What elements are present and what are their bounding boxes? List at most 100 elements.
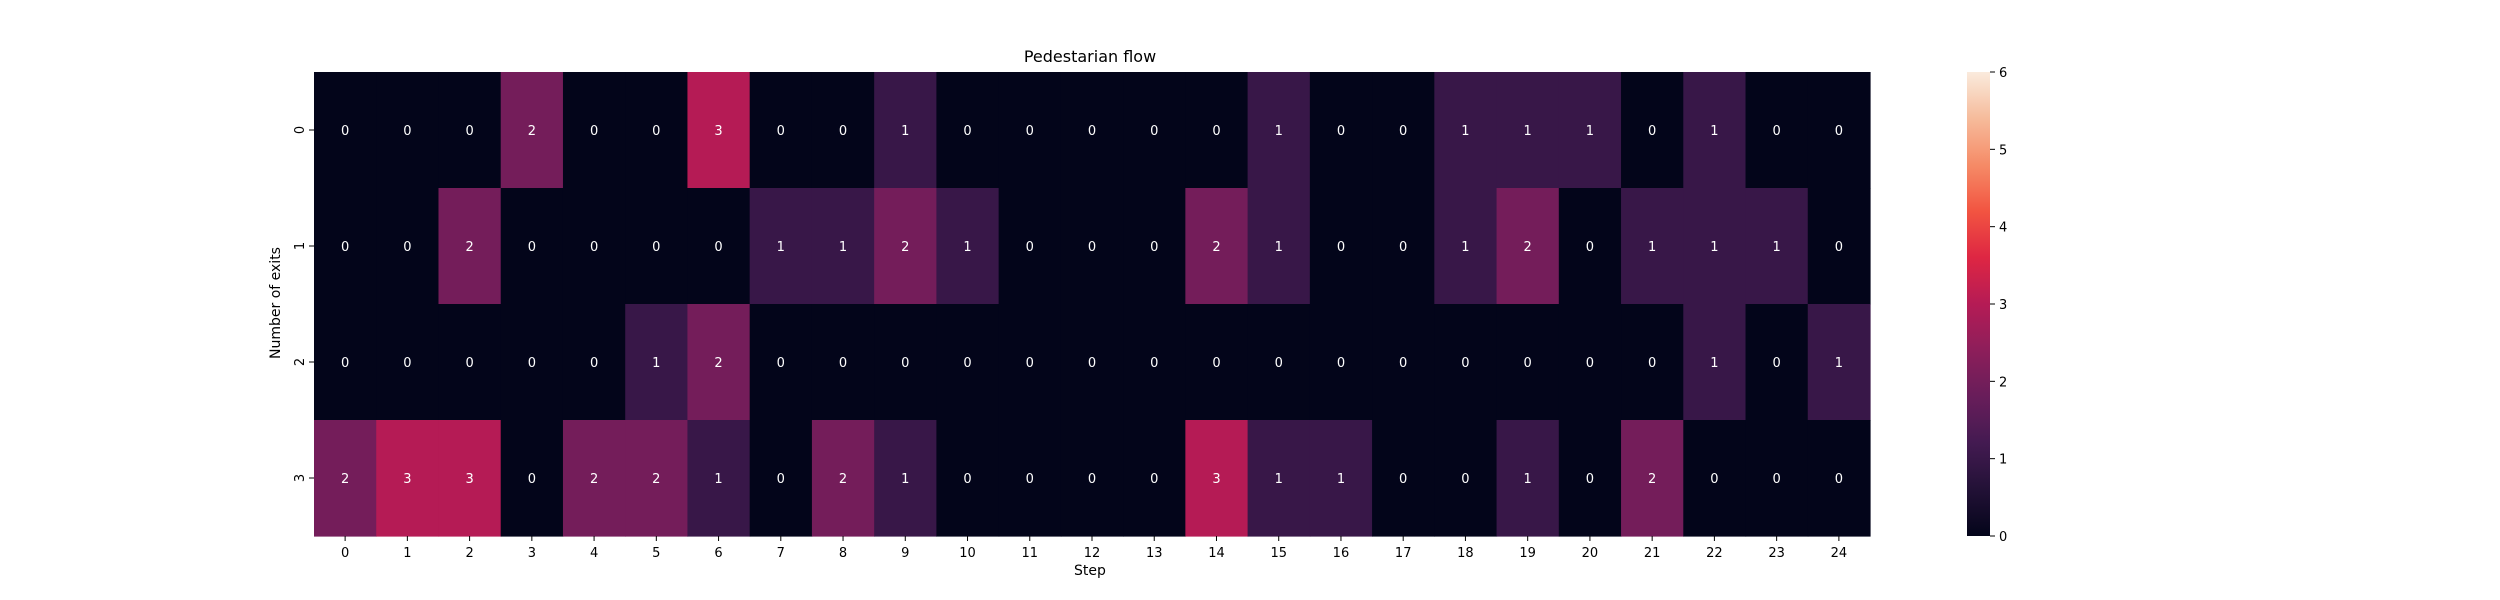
heatmap-cell [687,72,751,189]
heatmap-cell [1621,304,1684,421]
x-tick-label: 23 [1768,546,1785,561]
cell-value-label: 0 [1212,124,1220,139]
cell-value-label: 0 [1586,472,1594,487]
heatmap-cell [1683,188,1747,305]
cell-value-label: 2 [528,124,536,139]
colorbar-ticks: 0 1 2 3 4 5 6 [1990,66,2007,545]
cell-value-label: 0 [465,356,473,371]
heatmap-cell [1309,420,1373,537]
heatmap-cell [1745,304,1809,421]
heatmap-cell [625,420,689,537]
cell-value-label: 0 [1648,356,1656,371]
heatmap-cell [438,188,502,305]
heatmap-cell [1123,72,1186,189]
heatmap-cell [1496,304,1560,421]
heatmap-cell [562,420,626,537]
cell-value-label: 0 [1461,472,1469,487]
heatmap-cell [936,420,1000,537]
heatmap-cell [811,72,875,189]
heatmap-cell [1185,420,1249,537]
heatmap-cell [1434,188,1498,305]
cell-value-label: 1 [1710,356,1718,371]
cell-value-label: 0 [839,356,847,371]
heatmap-cell [314,420,377,537]
heatmap-cell [874,72,937,189]
heatmap-cell [1434,304,1498,421]
heatmap-cell [562,188,626,305]
x-tick-label: 24 [1831,546,1848,561]
heatmap-cell [936,72,1000,189]
heatmap-cell [1185,304,1249,421]
x-tick-label: 16 [1333,546,1350,561]
heatmap-cell [1807,420,1871,537]
cell-value-label: 1 [1461,124,1469,139]
cell-value-label: 0 [714,240,722,255]
heatmap-cells: 0 0 0 2 0 0 3 0 0 1 0 0 0 0 0 1 0 0 1 1 1 0 1 0 0 0 0 2 0 0 0 0 1 1 2 1 0 0 0 2… [314,72,1871,537]
y-tick-label: 3 [293,474,308,482]
heatmap-cell [1060,188,1124,305]
cell-value-label: 0 [1461,356,1469,371]
heatmap-cell [1807,188,1871,305]
heatmap-cell [438,304,502,421]
cell-value-label: 0 [652,240,660,255]
colorbar-tick-label: 5 [1999,143,2007,158]
cell-value-label: 2 [714,356,722,371]
cell-value-label: 1 [1275,124,1283,139]
cell-value-label: 0 [777,472,785,487]
y-axis-label: Number of exits [268,247,284,359]
x-tick-label: 2 [465,546,473,561]
heatmap-cell [1496,188,1560,305]
heatmap-cell [562,304,626,421]
y-tick-label: 0 [293,126,308,134]
heatmap-cell [376,188,440,305]
heatmap-cell [749,304,813,421]
cell-value-label: 0 [1150,472,1158,487]
cell-value-label: 0 [1710,472,1718,487]
heatmap-cell [1683,72,1747,189]
heatmap-cell [687,420,751,537]
cell-value-label: 2 [652,472,660,487]
cell-value-label: 1 [1586,124,1594,139]
heatmap-cell [1247,72,1311,189]
cell-value-label: 0 [1337,124,1345,139]
heatmap-cell [625,72,689,189]
cell-value-label: 0 [590,356,598,371]
x-tick-label: 5 [652,546,660,561]
x-tick-label: 6 [714,546,722,561]
x-tick-label: 8 [839,546,847,561]
cell-value-label: 0 [1088,356,1096,371]
heatmap-cell [874,304,937,421]
cell-value-label: 0 [341,356,349,371]
cell-value-label: 3 [714,124,722,139]
cell-value-label: 3 [465,472,473,487]
heatmap-cell [1060,420,1124,537]
heatmap-cell [1060,304,1124,421]
cell-value-label: 0 [1399,356,1407,371]
heatmap-cell [314,304,377,421]
cell-value-label: 0 [1524,356,1532,371]
cell-value-label: 0 [1275,356,1283,371]
cell-value-label: 0 [1399,240,1407,255]
cell-value-label: 2 [590,472,598,487]
cell-value-label: 0 [528,356,536,371]
heatmap-cell [1496,420,1560,537]
x-tick-label: 13 [1146,546,1163,561]
cell-value-label: 0 [1026,356,1034,371]
heatmap-cell [1372,304,1435,421]
cell-value-label: 0 [1772,356,1780,371]
x-tick-label: 1 [403,546,411,561]
x-tick-label: 22 [1706,546,1723,561]
heatmap-cell [1309,304,1373,421]
heatmap-cell [1434,72,1498,189]
cell-value-label: 1 [714,472,722,487]
colorbar-tick-label: 6 [1999,66,2007,81]
heatmap-cell [1060,72,1124,189]
cell-value-label: 1 [1710,124,1718,139]
heatmap-cell [1123,304,1186,421]
cell-value-label: 0 [1088,472,1096,487]
heatmap-cell [1621,188,1684,305]
x-tick-label: 18 [1457,546,1474,561]
heatmap-cell [1745,72,1809,189]
cell-value-label: 0 [403,124,411,139]
cell-value-label: 0 [1150,124,1158,139]
